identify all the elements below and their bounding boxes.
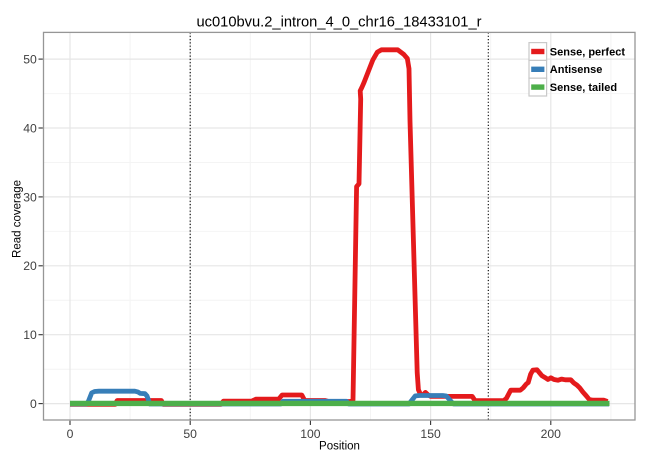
svg-text:150: 150 [420,427,441,441]
svg-text:0: 0 [67,427,74,441]
svg-text:50: 50 [23,53,37,67]
svg-text:uc010bvu.2_intron_4_0_chr16_18: uc010bvu.2_intron_4_0_chr16_18433101_r [196,15,481,31]
svg-text:Position: Position [319,441,360,453]
svg-text:Sense, perfect: Sense, perfect [550,46,626,58]
svg-text:10: 10 [23,328,37,342]
svg-text:Antisense: Antisense [550,64,603,76]
svg-text:200: 200 [541,427,562,441]
svg-text:50: 50 [183,427,197,441]
svg-text:30: 30 [23,190,37,204]
svg-text:20: 20 [23,259,37,273]
svg-text:0: 0 [30,397,37,411]
svg-text:40: 40 [23,121,37,135]
svg-text:Sense, tailed: Sense, tailed [550,82,617,94]
svg-text:Read coverage: Read coverage [11,180,23,258]
svg-text:100: 100 [300,427,321,441]
